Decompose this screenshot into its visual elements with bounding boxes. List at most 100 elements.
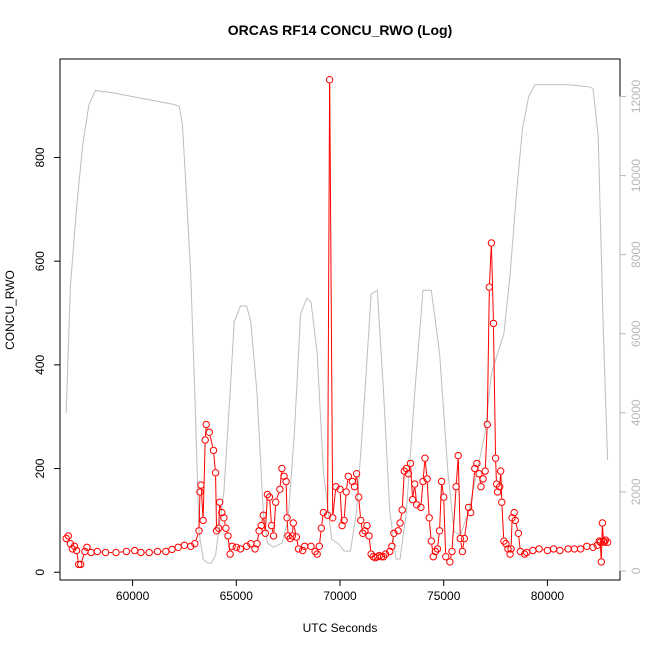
concu-data-point	[294, 545, 303, 553]
concu-data-point	[72, 546, 81, 555]
concu-data-point	[329, 514, 337, 522]
concu-data-point	[196, 488, 204, 496]
concu-data-point	[603, 538, 612, 546]
concu-series-segment	[441, 485, 444, 494]
concu-data-point	[423, 475, 431, 483]
concu-series-segment	[285, 485, 288, 515]
concu-data-point	[437, 477, 446, 486]
concu-data-point	[283, 514, 291, 522]
concu-series-segment	[426, 482, 430, 515]
plot-area	[62, 76, 612, 569]
concu-data-point	[402, 464, 411, 473]
concu-data-point	[195, 527, 203, 535]
concu-data-point	[299, 546, 307, 555]
concu-data-point	[201, 436, 209, 444]
concu-data-point	[471, 464, 479, 473]
concu-data-point	[137, 548, 145, 557]
concu-data-point	[388, 542, 396, 550]
concu-data-point	[556, 546, 564, 555]
concu-data-point	[209, 446, 218, 455]
concu-data-point	[479, 475, 487, 483]
concu-data-point	[355, 493, 363, 501]
concu-data-point	[363, 521, 371, 530]
concu-data-point	[419, 477, 427, 486]
concu-data-point	[278, 464, 286, 473]
concu-data-point	[205, 428, 214, 436]
concu-data-point	[232, 543, 241, 551]
concu-data-point	[456, 534, 464, 543]
y2-tick-label: 0	[629, 567, 643, 574]
concu-data-point	[153, 547, 162, 556]
concu-series-segment	[261, 518, 263, 522]
concu-data-point	[226, 550, 234, 558]
concu-data-point	[601, 536, 610, 544]
concu-series-segment	[489, 246, 492, 284]
concu-series-segment	[219, 505, 222, 510]
concu-data-point	[215, 524, 223, 532]
concu-data-point	[243, 542, 251, 550]
concu-data-point	[440, 493, 448, 501]
concu-series-segment	[200, 488, 204, 517]
y-axis: 0 200 400 600 800	[33, 147, 61, 576]
concu-data-point	[406, 459, 415, 468]
concu-series-segment	[296, 540, 299, 546]
concu-data-point	[267, 521, 276, 530]
concu-data-point	[289, 519, 297, 527]
concu-data-point	[507, 545, 515, 553]
concu-data-point	[307, 542, 315, 550]
concu-data-point	[598, 519, 607, 527]
concu-data-point	[269, 532, 278, 540]
concu-data-point	[390, 529, 398, 537]
concu-data-point	[510, 508, 518, 517]
concu-data-point	[93, 547, 102, 556]
concu-data-point	[64, 532, 73, 540]
concu-data-point	[257, 521, 265, 530]
x-tick-label: 80000	[531, 589, 565, 603]
concu-data-point	[216, 498, 224, 506]
concu-data-point	[448, 547, 456, 556]
concu-series-segment	[424, 461, 428, 476]
concu-series-segment	[257, 534, 259, 541]
concu-data-point	[228, 542, 236, 550]
concu-series-segment	[518, 537, 521, 548]
concu-data-point	[272, 498, 280, 506]
concu-data-point	[325, 76, 334, 84]
concu-data-point	[506, 550, 514, 558]
concu-series-segment	[486, 290, 490, 421]
concu-data-point	[251, 545, 259, 553]
concu-series-segment	[460, 542, 463, 548]
concu-data-point	[520, 550, 529, 558]
concu-data-point	[446, 558, 454, 566]
concu-data-point	[377, 553, 386, 561]
concu-data-point	[425, 514, 433, 522]
concu-data-point	[452, 483, 460, 491]
concu-data-point	[458, 547, 467, 556]
concu-data-point	[483, 420, 491, 429]
concu-data-point	[112, 548, 120, 557]
concu-series-segment	[276, 492, 280, 499]
concu-data-point	[265, 493, 274, 501]
concu-data-point	[344, 472, 352, 480]
concu-data-point	[75, 560, 83, 569]
concu-series-segment	[501, 505, 505, 538]
concu-data-point	[514, 529, 523, 537]
concu-data-point	[342, 488, 350, 496]
concu-data-point	[253, 540, 261, 548]
concu-data-point	[417, 503, 425, 512]
concu-series-segment	[198, 495, 201, 528]
concu-series-segment	[293, 526, 297, 534]
concu-data-point	[202, 420, 210, 429]
concu-data-point	[122, 547, 131, 556]
concu-data-point	[77, 560, 85, 569]
concu-data-point	[222, 524, 230, 532]
concu-series-segment	[499, 474, 501, 483]
concu-data-point	[338, 521, 346, 530]
y-tick-label: 800	[33, 147, 47, 167]
concu-data-point	[317, 524, 325, 532]
concu-series-segment	[493, 327, 496, 455]
concu-series-segment	[515, 523, 518, 530]
concu-data-point	[460, 534, 469, 543]
concu-data-point	[261, 529, 269, 537]
concu-series-segment	[327, 83, 331, 512]
concu-data-point	[259, 511, 267, 519]
